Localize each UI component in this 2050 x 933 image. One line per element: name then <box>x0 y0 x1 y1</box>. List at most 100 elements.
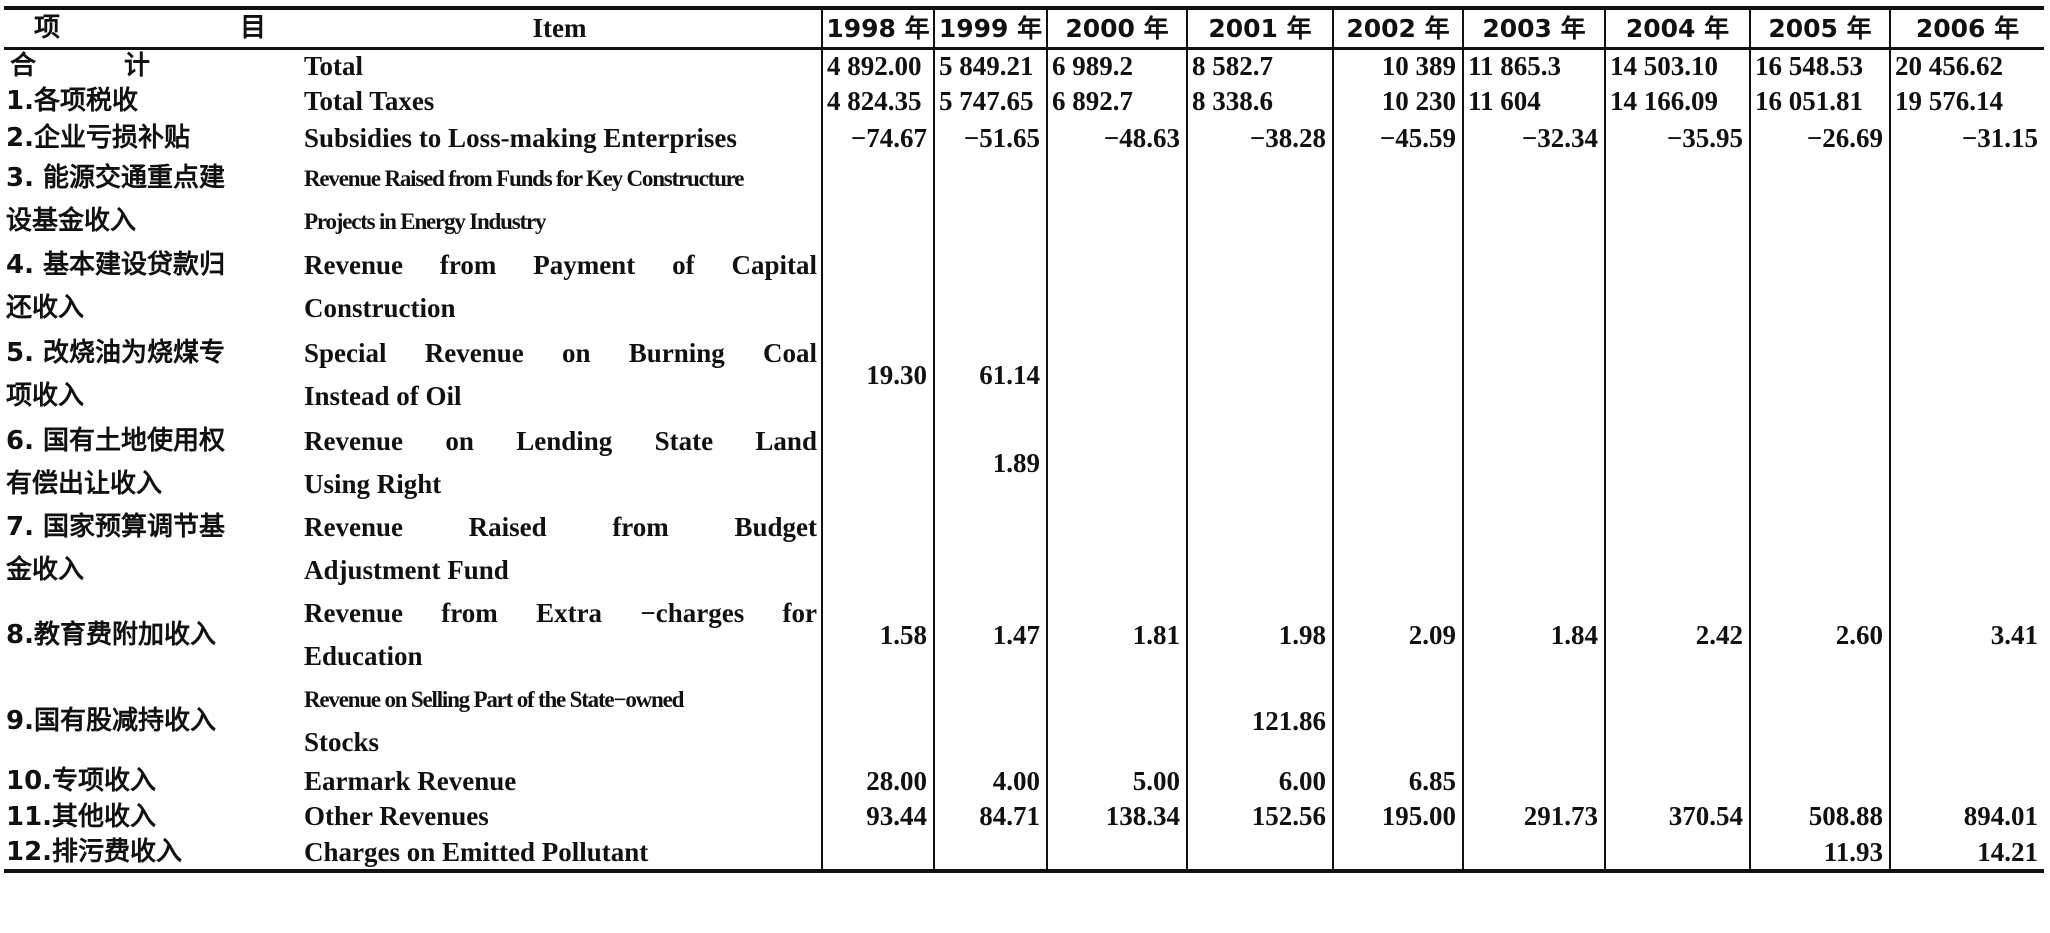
cell-value: 6.00 <box>1186 764 1333 798</box>
word: from <box>441 598 498 628</box>
cell-value: 508.88 <box>1749 798 1890 835</box>
cell-empty <box>1604 678 1750 764</box>
cell-empty <box>821 678 934 764</box>
row-label-zh-line: 7. 国家预算调节基 <box>6 512 226 542</box>
row-label-zh: 7. 国家预算调节基 金收入 <box>4 506 298 592</box>
row-label-zh: 1.各项税收 <box>6 86 138 116</box>
cell-value: 4 892.00 <box>821 48 934 83</box>
cell-empty <box>821 157 934 243</box>
cell-value: 16 548.53 <box>1749 48 1890 83</box>
row-label-en: Revenue from Payment of Capital Construc… <box>298 243 822 330</box>
row-label-en: Revenue Raised from Budget Adjustment Fu… <box>298 506 822 592</box>
cell-empty <box>1332 330 1463 420</box>
cell-empty <box>1604 506 1750 592</box>
cell-empty <box>1889 243 2044 330</box>
cell-empty <box>1332 835 1463 873</box>
word: for <box>782 598 817 628</box>
cell-value: 8 582.7 <box>1186 48 1333 83</box>
word: on <box>445 426 474 456</box>
cell-empty <box>1604 420 1750 506</box>
cell-empty <box>1046 243 1187 330</box>
row-label-zh-line: 4. 基本建设贷款归 <box>6 249 226 280</box>
cell-empty <box>1046 420 1187 506</box>
cell-value: −26.69 <box>1749 119 1890 157</box>
cell-empty <box>1604 157 1750 243</box>
word: Capital <box>731 249 817 280</box>
row-label-zh-line: 金收入 <box>6 555 85 585</box>
total-zh-char-1: 合 <box>10 51 37 82</box>
header-year: 1999 年 <box>933 6 1047 50</box>
row-label-en-line: Revenue Raised from Funds for Key Constr… <box>304 166 744 191</box>
cell-value: 19 576.14 <box>1889 83 2044 119</box>
row-label-en: Revenue on Selling Part of the State−own… <box>298 678 822 764</box>
cell-value: 6 892.7 <box>1046 83 1187 119</box>
cell-value: 3.41 <box>1889 592 2044 678</box>
cell-empty <box>1889 420 2044 506</box>
cell-value: 84.71 <box>933 798 1047 835</box>
table-row-coal: 5. 改烧油为烧煤专 项收入 Special Revenue on Burnin… <box>4 330 2044 420</box>
cell-value: 16 051.81 <box>1749 83 1890 119</box>
cell-value: 11 865.3 <box>1462 48 1605 83</box>
row-label-en: Special Revenue on Burning Coal Instead … <box>298 330 822 420</box>
cell-value: 1.47 <box>933 592 1047 678</box>
table-row-other: 11.其他收入 Other Revenues 93.44 84.71 138.3… <box>4 798 2044 835</box>
word: Coal <box>762 338 817 368</box>
row-label-zh: 5. 改烧油为烧煤专 项收入 <box>4 330 298 420</box>
table-row-earmark: 10.专项收入 Earmark Revenue 28.00 4.00 5.00 … <box>4 764 2044 798</box>
row-label-zh: 9.国有股减持收入 <box>6 706 216 736</box>
cell-empty <box>1889 157 2044 243</box>
row-label-zh-line: 项收入 <box>6 381 85 411</box>
cell-empty <box>1462 243 1605 330</box>
revenue-table: 项 目 Item 1998 年 1999 年 2000 年 2001 年 200… <box>4 6 2044 873</box>
row-label-zh: 6. 国有土地使用权 有偿出让收入 <box>4 420 298 506</box>
row-label-zh: 4. 基本建设贷款归 还收入 <box>4 243 298 330</box>
cell-empty <box>1332 243 1463 330</box>
cell-value: 1.84 <box>1462 592 1605 678</box>
cell-value: 1.89 <box>933 420 1047 506</box>
cell-value: −31.15 <box>1889 119 2044 157</box>
cell-empty <box>1462 420 1605 506</box>
table-row-budget-adjustment: 7. 国家预算调节基 金收入 Revenue Raised from Budge… <box>4 506 2044 592</box>
row-label-zh: 12.排污费收入 <box>4 835 298 873</box>
row-label-en: Subsidies to Loss-making Enterprises <box>304 122 737 153</box>
cell-empty <box>1749 330 1890 420</box>
row-label-zh-line: 5. 改烧油为烧煤专 <box>6 338 226 368</box>
cell-value: −38.28 <box>1186 119 1333 157</box>
row-label-en: Total Taxes <box>304 85 435 116</box>
cell-empty <box>1186 330 1333 420</box>
header-year: 2005 年 <box>1749 6 1890 50</box>
cell-empty <box>1749 420 1890 506</box>
word: State <box>654 426 714 456</box>
cell-empty <box>1186 420 1333 506</box>
cell-empty <box>821 420 934 506</box>
row-label-en-line: Education <box>304 641 423 671</box>
cell-empty <box>1749 678 1890 764</box>
table-row-education: 8.教育费附加收入 Revenue from Extra −charges fo… <box>4 592 2044 678</box>
cell-value: −32.34 <box>1462 119 1605 157</box>
cell-value: 2.42 <box>1604 592 1750 678</box>
total-zh-char-2: 计 <box>123 51 150 82</box>
cell-value: 1.81 <box>1046 592 1187 678</box>
table-row-subsidies: 2.企业亏损补贴 Subsidies to Loss-making Enterp… <box>4 119 2044 157</box>
word: of <box>672 249 695 280</box>
cell-empty <box>1604 330 1750 420</box>
cell-empty <box>1889 506 2044 592</box>
word: Revenue <box>424 338 524 368</box>
word: Extra <box>536 598 603 628</box>
cell-empty <box>1749 764 1890 798</box>
cell-value: 6.85 <box>1332 764 1463 798</box>
table-row-state-stocks: 9.国有股减持收入 Revenue on Selling Part of the… <box>4 678 2044 764</box>
word: on <box>561 338 591 368</box>
cell-value: 5 849.21 <box>933 48 1047 83</box>
row-label-en-line: Construction <box>304 292 456 323</box>
cell-empty <box>1604 835 1750 873</box>
cell-empty <box>821 506 934 592</box>
row-label-en: Revenue from Extra −charges for Educatio… <box>298 592 822 678</box>
row-label-zh-line: 6. 国有土地使用权 <box>6 426 226 456</box>
cell-value: 894.01 <box>1889 798 2044 835</box>
cell-value: 10 230 <box>1332 83 1463 119</box>
cell-value: 10 389 <box>1332 48 1463 83</box>
cell-value: 1.98 <box>1186 592 1333 678</box>
word: Revenue <box>304 598 403 628</box>
row-label-en-line: Stocks <box>304 727 380 757</box>
